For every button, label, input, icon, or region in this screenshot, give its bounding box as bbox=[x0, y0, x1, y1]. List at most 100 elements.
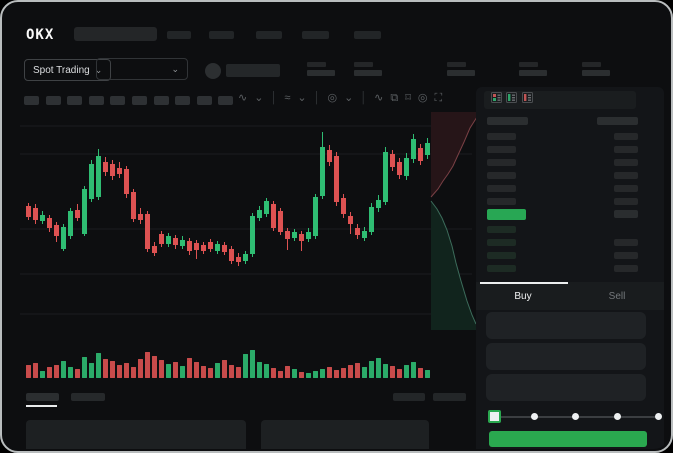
bid-price-bar[interactable] bbox=[487, 252, 516, 259]
ask-price-bar[interactable] bbox=[487, 185, 516, 192]
pair-selector-dropdown[interactable]: ⌄ bbox=[96, 58, 188, 80]
chevron-down-icon: ⌄ bbox=[171, 63, 179, 74]
stat-value-placeholder bbox=[447, 70, 475, 76]
last-price-amount-bar[interactable] bbox=[614, 210, 638, 218]
chart-tool-icon[interactable]: ⧉ bbox=[390, 92, 399, 104]
amount-input[interactable] bbox=[486, 343, 646, 370]
chart-tool-icon[interactable]: ⛶ bbox=[434, 92, 443, 104]
chart-tool-icon[interactable]: ≈ bbox=[284, 92, 291, 104]
stat-value-placeholder bbox=[354, 70, 382, 76]
stat-label-placeholder bbox=[519, 62, 538, 67]
stat-value-placeholder bbox=[519, 70, 547, 76]
ticker-stat bbox=[519, 62, 547, 76]
ask-amount-bar[interactable] bbox=[614, 133, 638, 140]
stat-value-placeholder bbox=[307, 70, 335, 76]
market-type-label: Spot Trading bbox=[33, 64, 90, 76]
orderbook-view-combined-icon[interactable] bbox=[491, 92, 502, 103]
slider-stop[interactable] bbox=[655, 413, 662, 420]
timeframe-placeholder[interactable] bbox=[45, 96, 61, 105]
chart-tool-icon[interactable]: ⌄ bbox=[297, 92, 307, 104]
chart-tool-icon[interactable]: ∿ bbox=[374, 92, 384, 104]
nav-item-placeholder[interactable] bbox=[256, 31, 282, 39]
active-tab-underline bbox=[26, 405, 57, 407]
total-input[interactable] bbox=[486, 374, 646, 401]
toolbar-divider: │ bbox=[313, 92, 321, 104]
stat-label-placeholder bbox=[447, 62, 466, 67]
stat-label-placeholder bbox=[307, 62, 326, 67]
ticker-stat bbox=[582, 62, 610, 76]
slider-stop[interactable] bbox=[530, 413, 538, 420]
timeframe-placeholder[interactable] bbox=[132, 96, 147, 105]
slider-stop[interactable] bbox=[572, 413, 579, 420]
orderbook-col-header-amount[interactable] bbox=[597, 117, 638, 125]
ask-price-bar[interactable] bbox=[487, 198, 516, 205]
timeframe-placeholder[interactable] bbox=[110, 96, 126, 105]
orderbook-col-header-price[interactable] bbox=[487, 117, 528, 125]
okx-logo[interactable]: OKX bbox=[26, 27, 55, 43]
ask-price-bar[interactable] bbox=[487, 146, 516, 153]
price-input[interactable] bbox=[486, 312, 646, 339]
pair-name-placeholder bbox=[226, 64, 280, 77]
tab-buy[interactable]: Buy bbox=[514, 290, 532, 302]
ask-amount-bar[interactable] bbox=[614, 159, 638, 166]
search-input[interactable] bbox=[74, 27, 157, 41]
timeframe-placeholder[interactable] bbox=[88, 96, 104, 105]
bid-amount-bar[interactable] bbox=[614, 252, 638, 259]
ask-amount-bar[interactable] bbox=[614, 185, 638, 192]
chart-tool-icon[interactable]: ◎ bbox=[417, 92, 428, 104]
coin-icon bbox=[205, 63, 221, 79]
ticker-stat bbox=[447, 62, 475, 76]
orderbook-panel: Buy Sell bbox=[476, 87, 664, 449]
timeframe-placeholder[interactable] bbox=[218, 96, 234, 105]
orderbook-view-asks-icon[interactable] bbox=[522, 92, 533, 103]
ticker-stat bbox=[354, 62, 382, 76]
ask-amount-bar[interactable] bbox=[614, 146, 638, 153]
buy-submit-button[interactable] bbox=[489, 431, 647, 447]
slider-stop[interactable] bbox=[613, 413, 621, 420]
nav-item-placeholder[interactable] bbox=[209, 31, 234, 39]
stat-label-placeholder bbox=[582, 62, 601, 67]
chart-tool-icon[interactable]: ◎ bbox=[327, 92, 338, 104]
tab-sell[interactable]: Sell bbox=[608, 290, 626, 302]
timeframe-placeholder[interactable] bbox=[153, 96, 169, 105]
ticker-stat bbox=[307, 62, 335, 76]
slider-handle[interactable] bbox=[488, 410, 501, 423]
ask-amount-bar[interactable] bbox=[614, 198, 638, 205]
ask-price-bar[interactable] bbox=[487, 159, 516, 166]
nav-item-placeholder[interactable] bbox=[354, 31, 381, 39]
toolbar-divider: │ bbox=[360, 92, 368, 104]
orders-panel-placeholder bbox=[261, 420, 429, 449]
bid-price-bar[interactable] bbox=[487, 226, 516, 233]
bid-price-bar[interactable] bbox=[487, 239, 516, 246]
bottom-tab-placeholder[interactable] bbox=[71, 393, 105, 401]
candlestick-chart[interactable] bbox=[4, 4, 669, 449]
active-tab-indicator bbox=[480, 282, 568, 284]
market-type-selector[interactable]: Spot Trading ⌄ bbox=[24, 59, 112, 81]
panel-action-placeholder[interactable] bbox=[393, 393, 425, 401]
ask-amount-bar[interactable] bbox=[614, 172, 638, 179]
timeframe-placeholder[interactable] bbox=[196, 96, 212, 105]
panel-action-placeholder[interactable] bbox=[433, 393, 466, 401]
orderbook-view-bids-icon[interactable] bbox=[506, 92, 517, 103]
last-price-indicator[interactable] bbox=[487, 209, 526, 220]
orders-panel-placeholder bbox=[26, 420, 246, 449]
nav-item-placeholder[interactable] bbox=[167, 31, 191, 39]
bid-price-bar[interactable] bbox=[487, 265, 516, 272]
chart-tool-icon[interactable]: ⌄ bbox=[344, 92, 354, 104]
timeframe-placeholder[interactable] bbox=[67, 96, 83, 105]
ask-price-bar[interactable] bbox=[487, 172, 516, 179]
chart-tool-icon[interactable]: ⌄ bbox=[254, 92, 264, 104]
timeframe-placeholder[interactable] bbox=[24, 96, 39, 105]
bid-amount-bar[interactable] bbox=[614, 265, 638, 272]
chart-tool-icon[interactable]: ∿ bbox=[238, 92, 248, 104]
stat-label-placeholder bbox=[354, 62, 373, 67]
ask-price-bar[interactable] bbox=[487, 133, 516, 140]
bottom-tab-active-placeholder[interactable] bbox=[26, 393, 59, 401]
timeframe-placeholder[interactable] bbox=[175, 96, 191, 105]
nav-item-placeholder[interactable] bbox=[302, 31, 329, 39]
trade-tabbar: Buy Sell bbox=[476, 282, 664, 310]
toolbar-divider: │ bbox=[270, 92, 278, 104]
orderbook-rows bbox=[476, 87, 664, 449]
chart-tool-icon[interactable]: ⌑ bbox=[405, 92, 411, 104]
bid-amount-bar[interactable] bbox=[614, 239, 638, 246]
